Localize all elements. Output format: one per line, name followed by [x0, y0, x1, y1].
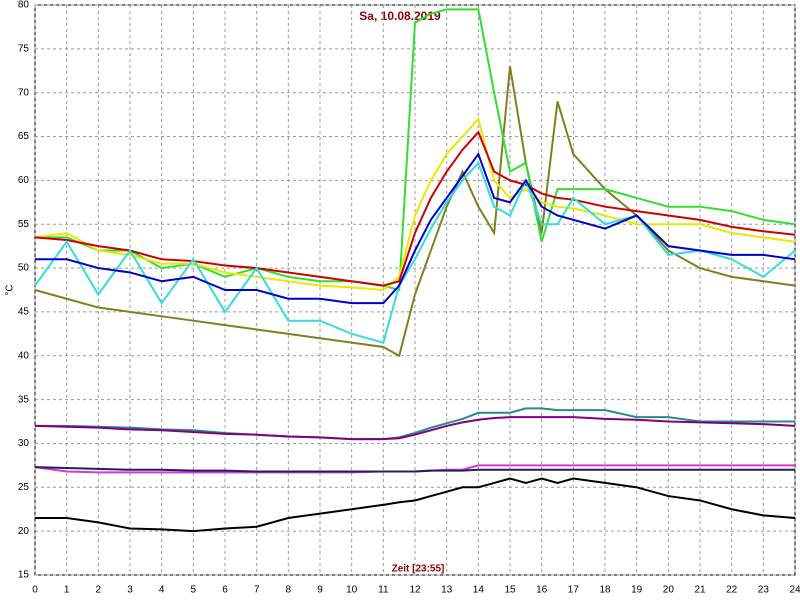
y-tick-label: 70: [18, 87, 30, 98]
series-line: [34, 116, 796, 292]
y-tick-label: 75: [18, 43, 30, 54]
x-tick-label: 21: [694, 585, 706, 596]
x-tick-label: 18: [599, 585, 611, 596]
x-tick-label: 6: [222, 585, 228, 596]
x-tick-label: 4: [159, 585, 165, 596]
y-axis-label: °C: [5, 284, 16, 295]
x-tick-label: 14: [473, 585, 485, 596]
x-tick-label: 19: [631, 585, 643, 596]
x-tick-label: 22: [726, 585, 738, 596]
y-tick-label: 50: [18, 263, 30, 274]
series-line: [35, 407, 795, 441]
series-line: [35, 151, 796, 305]
x-tick-label: 9: [317, 585, 323, 596]
x-tick-label: 13: [441, 585, 453, 596]
x-tick-label: 23: [758, 585, 770, 596]
series-line: [35, 477, 796, 533]
x-tick-label: 12: [409, 585, 421, 596]
y-tick-label: 30: [18, 438, 30, 449]
y-tick-label: 60: [18, 175, 30, 186]
x-tick-label: 1: [64, 585, 70, 596]
y-tick-label: 20: [18, 526, 30, 537]
y-tick-label: 25: [18, 482, 30, 493]
x-tick-label: 20: [663, 585, 675, 596]
x-tick-label: 0: [32, 585, 38, 596]
y-tick-label: 45: [18, 307, 30, 318]
x-tick-label: 3: [127, 585, 133, 596]
x-tick-label: 2: [96, 585, 102, 596]
series-line: [34, 416, 796, 441]
x-tick-label: 17: [568, 585, 580, 596]
y-tick-label: 80: [18, 0, 30, 11]
y-tick-label: 55: [18, 219, 30, 230]
x-tick-label: 7: [254, 585, 260, 596]
x-axis-label: Zeit [23:55]: [392, 564, 445, 575]
y-tick-label: 35: [18, 394, 30, 405]
chart-title: Sa, 10.08.2019: [359, 9, 441, 23]
x-tick-label: 5: [191, 585, 197, 596]
y-tick-label: 40: [18, 350, 30, 361]
x-tick-label: 11: [378, 585, 389, 596]
series-line: [34, 466, 795, 473]
y-tick-label: 15: [18, 570, 30, 581]
x-tick-label: 24: [789, 585, 800, 596]
x-tick-label: 10: [346, 585, 358, 596]
y-tick-label: 65: [18, 131, 30, 142]
x-tick-label: 8: [286, 585, 292, 596]
x-tick-label: 16: [536, 585, 548, 596]
x-tick-label: 15: [504, 585, 516, 596]
